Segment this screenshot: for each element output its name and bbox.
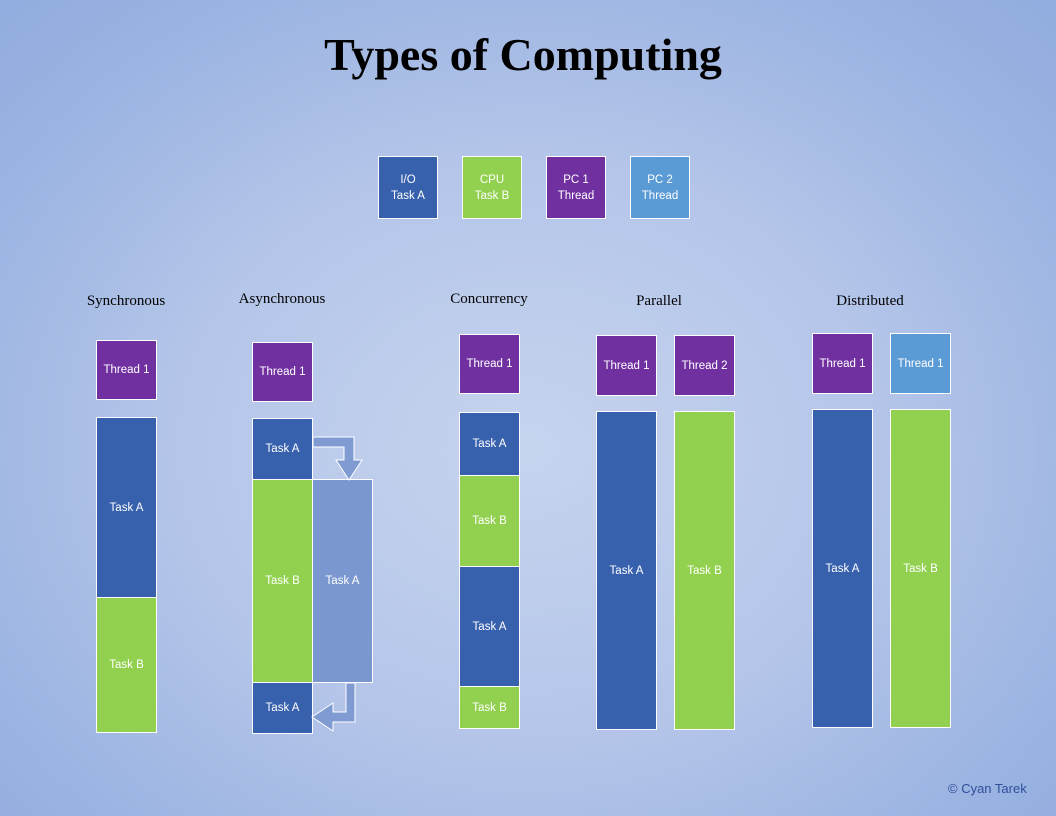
task-label: Task A	[109, 501, 144, 514]
thread-label: Thread 1	[603, 359, 650, 372]
thread-label: Thread 2	[681, 359, 728, 372]
parallel-thread-1: Thread 1	[596, 335, 657, 396]
task-label: Task B	[109, 659, 144, 671]
parallel-task-a: Task A	[596, 411, 657, 730]
asynchronous-task-b: Task B	[252, 479, 313, 683]
legend-pc1-thread: PC 1 Thread	[546, 156, 606, 219]
asynchronous-task-a-end: Task A	[252, 682, 313, 734]
parallel-thread-2: Thread 2	[674, 335, 735, 396]
distributed-thread-pc2: Thread 1	[890, 333, 951, 394]
legend-io-label: I/O	[400, 173, 416, 186]
legend-io-task-a: I/O Task A	[378, 156, 438, 219]
asynchronous-task-a-background: Task A	[312, 479, 373, 683]
legend-pc2-sublabel: Thread	[641, 189, 679, 202]
async-return-arrow	[311, 682, 356, 732]
task-label: Task A	[472, 438, 507, 450]
distributed-task-b: Task B	[890, 409, 951, 728]
task-label: Task B	[265, 575, 300, 587]
concurrency-task-a-1: Task A	[459, 412, 520, 476]
legend-pc2-label: PC 2	[647, 173, 673, 186]
thread-label: Thread 1	[819, 357, 866, 370]
synchronous-task-a: Task A	[96, 417, 157, 598]
concurrency-task-b-1: Task B	[459, 475, 520, 567]
task-label: Task A	[609, 564, 644, 577]
task-label: Task A	[325, 575, 360, 587]
task-label: Task A	[265, 702, 300, 714]
legend-cpu-task-b: CPU Task B	[462, 156, 522, 219]
parallel-heading: Parallel	[636, 293, 682, 309]
thread-label: Thread 1	[466, 358, 513, 370]
concurrency-task-a-2: Task A	[459, 566, 520, 687]
legend-pc1-label: PC 1	[563, 173, 589, 186]
task-label: Task B	[687, 564, 722, 577]
concurrency-task-b-2: Task B	[459, 686, 520, 729]
page-title: Types of Computing	[324, 29, 722, 80]
synchronous-thread-1: Thread 1	[96, 340, 157, 400]
task-label: Task B	[903, 562, 938, 575]
distributed-task-a: Task A	[812, 409, 873, 728]
legend-cpu-label: CPU	[479, 173, 505, 186]
legend-pc1-sublabel: Thread	[557, 189, 595, 202]
legend-cpu-sublabel: Task B	[474, 189, 510, 202]
thread-label: Thread 1	[103, 364, 150, 376]
distributed-heading: Distributed	[836, 293, 904, 309]
synchronous-task-b: Task B	[96, 597, 157, 733]
task-label: Task B	[472, 701, 507, 714]
concurrency-thread-1: Thread 1	[459, 334, 520, 394]
thread-label: Thread 1	[897, 357, 944, 370]
concurrency-heading: Concurrency	[450, 291, 528, 307]
task-label: Task B	[472, 515, 507, 527]
task-label: Task A	[265, 443, 300, 455]
legend-io-sublabel: Task A	[391, 189, 425, 202]
copyright-notice: © Cyan Tarek	[948, 781, 1027, 796]
asynchronous-thread-1: Thread 1	[252, 342, 313, 402]
parallel-task-b: Task B	[674, 411, 735, 730]
asynchronous-heading: Asynchronous	[238, 291, 326, 307]
thread-label: Thread 1	[259, 366, 306, 378]
async-offload-arrow	[312, 436, 363, 481]
task-label: Task A	[472, 620, 507, 633]
distributed-thread-pc1: Thread 1	[812, 333, 873, 394]
synchronous-heading: Synchronous	[86, 293, 166, 309]
legend-pc2-thread: PC 2 Thread	[630, 156, 690, 219]
task-label: Task A	[825, 562, 860, 575]
